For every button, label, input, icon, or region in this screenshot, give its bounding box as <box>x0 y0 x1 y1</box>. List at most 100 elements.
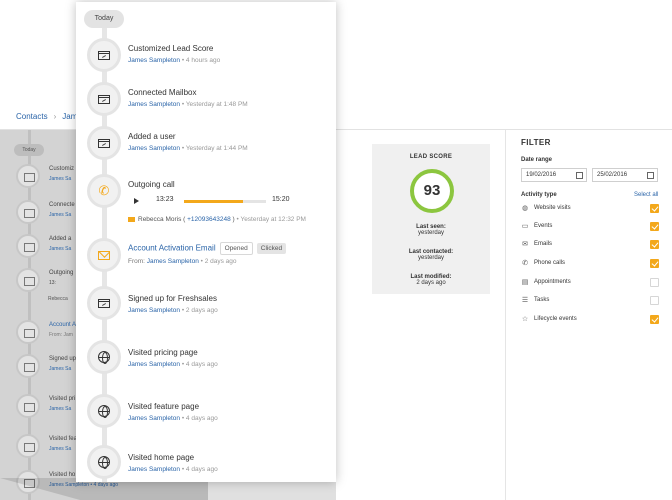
activity-website-visits[interactable]: ◍ Website visits <box>521 204 666 216</box>
item-title: Connected Mailbox <box>128 88 197 97</box>
activity-emails[interactable]: ✉ Emails <box>521 240 666 252</box>
item-meta: James Sampleton • 2 days ago <box>128 307 218 314</box>
last-seen-label: Last seen: <box>416 224 446 230</box>
item-author-link[interactable]: James Sampleton <box>146 258 199 265</box>
activity-label: Events <box>534 223 553 229</box>
caller-phone-link[interactable]: +12093643248 <box>187 216 231 223</box>
shadow-today-pill: Today <box>14 144 44 156</box>
breadcrumb-contacts-link[interactable]: Contacts <box>16 112 48 121</box>
email-title-link[interactable]: Account Activation Email <box>128 243 216 253</box>
last-seen-value: yesterday <box>417 230 444 236</box>
timeline-node <box>87 38 121 72</box>
call-start-time: 13:23 <box>156 196 174 203</box>
date-from-input[interactable]: 19/02/2016 <box>521 168 587 182</box>
item-author-link[interactable]: James Sampleton <box>128 466 181 473</box>
shadow-item: Visited fea James Sa <box>16 432 206 462</box>
last-modified-value: 2 days ago <box>416 280 446 286</box>
envelope-icon <box>128 216 135 222</box>
shadow-node-icon <box>16 394 40 418</box>
shadow-who: James Sa <box>49 212 72 218</box>
item-author-link[interactable]: James Sampleton <box>128 415 181 422</box>
item-meta: James Sampleton • 4 hours ago <box>128 57 221 64</box>
shadow-title: Added a <box>49 236 72 242</box>
shadow-title: Visited pri <box>49 396 76 402</box>
item-time: 2 days ago <box>204 258 237 265</box>
shadow-who: James Sa <box>49 446 72 452</box>
shadow-node-icon <box>16 354 40 378</box>
timeline-node <box>87 445 121 479</box>
activity-checkbox[interactable] <box>650 296 659 305</box>
from-label: From: <box>128 258 145 265</box>
breadcrumb: Contacts › Jam <box>16 112 77 121</box>
timeline-node <box>87 340 121 374</box>
shadow-node-icon <box>16 268 40 292</box>
activity-appointments[interactable]: ▤ Appointments <box>521 278 666 290</box>
item-time: 4 hours ago <box>185 57 221 64</box>
activity-checkbox[interactable] <box>650 315 659 324</box>
item-title: Visited home page <box>128 453 195 462</box>
item-title: Added a user <box>128 132 176 141</box>
calendar-icon[interactable] <box>647 172 654 179</box>
item-title: Signed up for Freshsales <box>128 294 217 303</box>
item-time: 4 days ago <box>185 361 218 368</box>
date-range-label: Date range <box>521 157 553 163</box>
activity-label: Tasks <box>534 297 550 303</box>
item-author-link[interactable]: James Sampleton <box>128 101 181 108</box>
timeline-card: Today Customized Lead Score James Sample… <box>76 2 336 482</box>
calendar-icon: ▤ <box>521 279 529 286</box>
select-all-link[interactable]: Select all <box>634 192 659 198</box>
play-icon[interactable] <box>134 198 139 204</box>
last-contacted: Last contacted: yesterday <box>372 249 490 261</box>
activity-checkbox[interactable] <box>650 204 659 213</box>
timeline-node: ✆ <box>87 174 121 208</box>
caller-name: Rebecca Moris <box>138 216 182 223</box>
shadow-title: Visited ho <box>49 472 76 478</box>
call-time: Yesterday at 12:32 PM <box>240 216 306 223</box>
item-author-link[interactable]: James Sampleton <box>128 145 181 152</box>
shadow-who: James Sa <box>49 176 72 182</box>
item-time: 2 days ago <box>185 307 218 314</box>
filter-panel: FILTER Date range 19/02/2016 25/02/2016 … <box>505 130 672 500</box>
call-end-time: 15:20 <box>272 196 290 203</box>
shadow-title: Customiz <box>49 166 75 172</box>
shadow-who: James Sa <box>49 406 72 412</box>
last-modified: Last modified: 2 days ago <box>372 274 490 286</box>
activity-checkbox[interactable] <box>650 259 659 268</box>
email-title: Account Activation Email Opened Clicked <box>128 242 287 255</box>
globe-icon: ◍ <box>521 205 529 212</box>
shadow-who: James Sampleton • 4 days ago <box>49 482 119 488</box>
email-icon: ✉ <box>522 241 528 248</box>
document-icon <box>98 298 110 308</box>
item-title: Visited pricing page <box>128 348 198 357</box>
call-progress-bar[interactable] <box>184 200 266 203</box>
shadow-title: Signed up <box>49 356 77 362</box>
events-icon: ▭ <box>521 223 529 230</box>
item-author-link[interactable]: James Sampleton <box>128 57 181 64</box>
item-time: Yesterday at 1:48 PM <box>185 101 248 108</box>
calendar-icon[interactable] <box>576 172 583 179</box>
breadcrumb-separator-icon: › <box>53 112 57 121</box>
item-author-link[interactable]: James Sampleton <box>128 307 181 314</box>
activity-checkbox[interactable] <box>650 278 659 287</box>
phone-icon: ✆ <box>522 260 528 267</box>
document-icon <box>98 50 110 60</box>
last-modified-label: Last modified: <box>410 274 452 280</box>
shadow-caller: Rebecca <box>48 296 68 302</box>
activity-phone-calls[interactable]: ✆ Phone calls <box>521 259 666 271</box>
item-title: Customized Lead Score <box>128 44 214 53</box>
activity-events[interactable]: ▭ Events <box>521 222 666 234</box>
activity-label: Lifecycle events <box>534 316 577 322</box>
lead-score-card: LEAD SCORE 93 Last seen: yesterday Last c… <box>372 144 490 294</box>
globe-icon <box>98 351 110 364</box>
lead-score-title: LEAD SCORE <box>409 154 453 160</box>
activity-tasks[interactable]: ☰ Tasks <box>521 296 666 308</box>
shadow-node-icon <box>16 164 40 188</box>
activity-checkbox[interactable] <box>650 222 659 231</box>
activity-checkbox[interactable] <box>650 240 659 249</box>
shadow-who: From: Jam <box>49 332 73 338</box>
item-title: Outgoing call <box>128 180 175 189</box>
activity-lifecycle-events[interactable]: ☆ Lifecycle events <box>521 315 666 327</box>
shadow-item: Signed up James Sa <box>16 352 206 382</box>
item-author-link[interactable]: James Sampleton <box>128 361 181 368</box>
date-to-input[interactable]: 25/02/2016 <box>592 168 658 182</box>
